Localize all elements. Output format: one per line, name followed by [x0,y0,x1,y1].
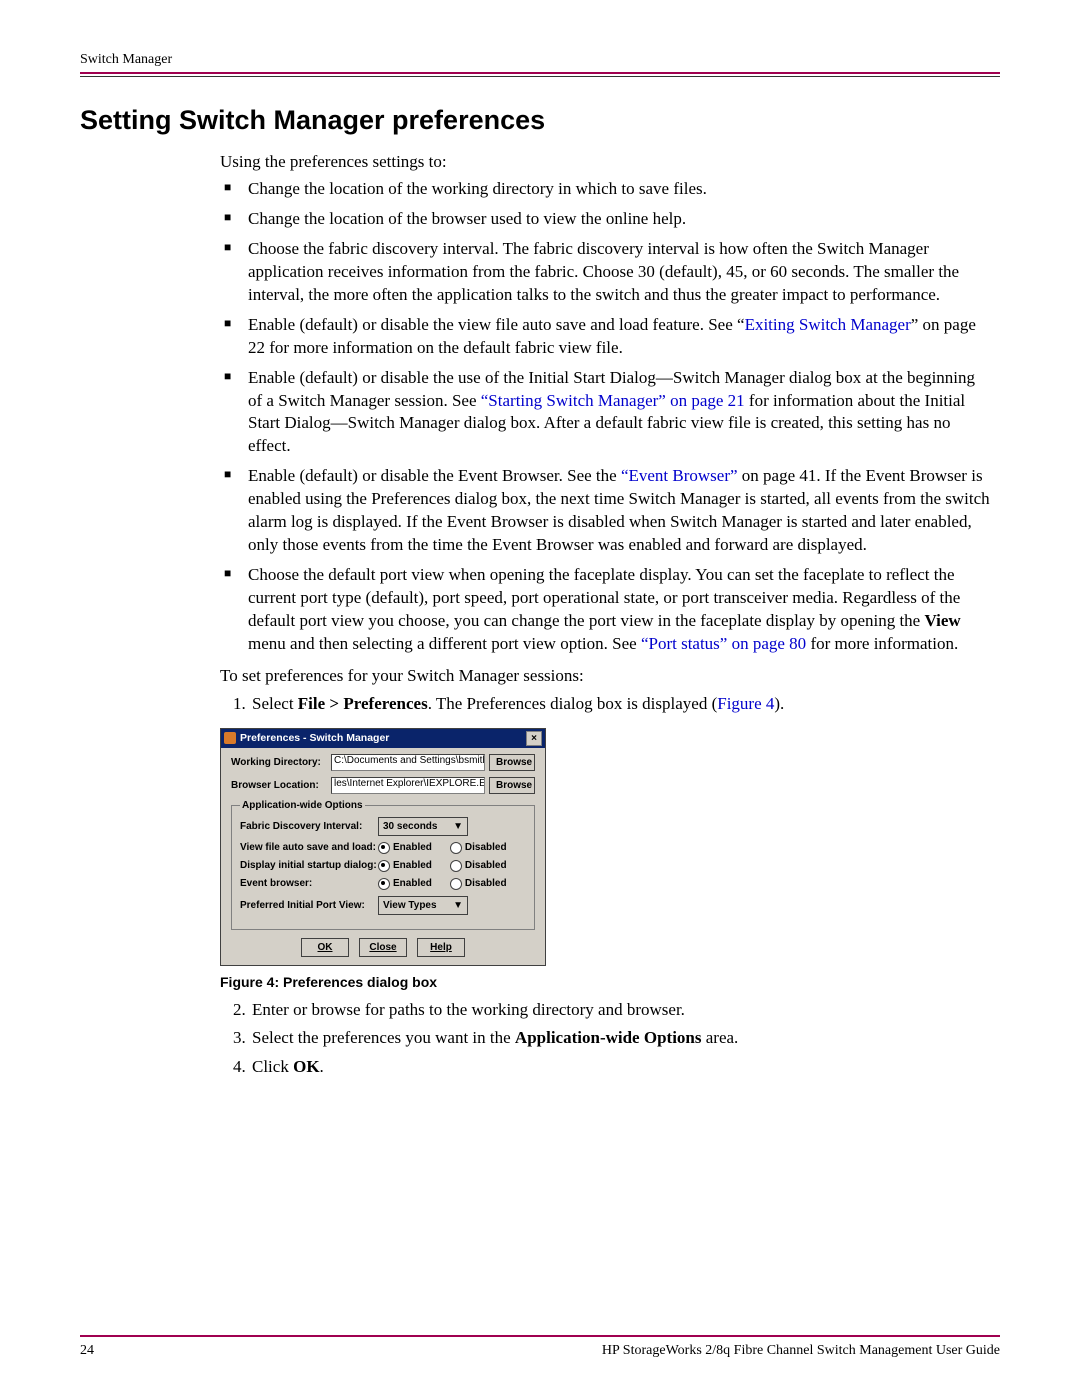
chevron-down-icon: ▼ [453,900,463,911]
dialog-figure: Preferences - Switch Manager × Working D… [220,728,990,966]
bold-text: OK [293,1057,319,1076]
dialog-titlebar: Preferences - Switch Manager × [221,729,545,748]
step-item: Click OK. [250,1055,990,1079]
bold-text: Application-wide Options [515,1028,702,1047]
java-icon [224,732,236,744]
radio-icon [378,878,390,890]
intro-text: Using the preferences settings to: [220,152,990,172]
enabled-radio[interactable]: Enabled [378,878,432,890]
preferences-dialog: Preferences - Switch Manager × Working D… [220,728,546,966]
button-label: Help [430,942,452,953]
figure-caption: Figure 4: Preferences dialog box [220,974,990,990]
working-directory-input[interactable]: C:\Documents and Settings\bsmith [331,754,485,771]
radio-label: Enabled [393,878,432,889]
xref-link[interactable]: “Event Browser” [621,466,738,485]
text: menu and then selecting a different port… [248,634,641,653]
text: area. [701,1028,738,1047]
radio-label: Disabled [465,842,507,853]
radio-icon [450,878,462,890]
enabled-radio[interactable]: Enabled [378,860,432,872]
step-item: Select File > Preferences. The Preferenc… [250,692,990,716]
text: Select the preferences you want in the [252,1028,515,1047]
group-legend: Application-wide Options [240,800,365,811]
list-item: Enable (default) or disable the use of t… [220,367,990,459]
select-value: 30 seconds [383,821,437,832]
close-icon[interactable]: × [526,731,542,746]
browse-button[interactable]: Browse [489,777,535,794]
dialog-title: Preferences - Switch Manager [240,732,389,744]
text: Enable (default) or disable the Event Br… [248,466,621,485]
steps-list: Select File > Preferences. The Preferenc… [220,692,990,716]
enabled-radio[interactable]: Enabled [378,842,432,854]
bullet-list: Change the location of the working direc… [220,178,990,656]
xref-link[interactable]: Exiting Switch Manager [745,315,911,334]
help-button[interactable]: Help [417,938,465,957]
radio-icon [378,860,390,872]
list-item: Choose the fabric discovery interval. Th… [220,238,990,307]
xref-link[interactable]: Figure 4 [717,694,774,713]
header-rule [80,72,1000,74]
close-button[interactable]: Close [359,938,407,957]
steps-list-cont: Enter or browse for paths to the working… [220,998,990,1079]
text: Choose the default port view when openin… [248,565,960,630]
text: Select [252,694,298,713]
radio-icon [378,842,390,854]
running-header: Switch Manager [80,52,1000,68]
ok-button[interactable]: OK [301,938,349,957]
button-label: Close [369,942,396,953]
step-item: Select the preferences you want in the A… [250,1026,990,1050]
list-item: Choose the default port view when openin… [220,564,990,656]
page-footer: 24 HP StorageWorks 2/8q Fibre Channel Sw… [80,1335,1000,1359]
list-item: Enable (default) or disable the view fil… [220,314,990,360]
interval-label: Fabric Discovery Interval: [240,821,378,832]
chevron-down-icon: ▼ [453,821,463,832]
list-item: Change the location of the browser used … [220,208,990,231]
disabled-radio[interactable]: Disabled [450,860,507,872]
bold-text: File > Preferences [298,694,428,713]
text: Click [252,1057,293,1076]
radio-label: Disabled [465,860,507,871]
disabled-radio[interactable]: Disabled [450,878,507,890]
interval-select[interactable]: 30 seconds ▼ [378,817,468,836]
radio-icon [450,842,462,854]
text: . [320,1057,324,1076]
text: . The Preferences dialog box is displaye… [428,694,718,713]
startup-label: Display initial startup dialog: [240,860,378,871]
doc-title: HP StorageWorks 2/8q Fibre Channel Switc… [602,1343,1000,1359]
radio-label: Enabled [393,860,432,871]
text: ). [774,694,784,713]
body-content: Using the preferences settings to: Chang… [220,152,990,1079]
autosave-label: View file auto save and load: [240,842,378,853]
eventbrowser-label: Event browser: [240,878,378,889]
working-directory-label: Working Directory: [231,757,327,768]
disabled-radio[interactable]: Disabled [450,842,507,854]
page-number: 24 [80,1343,94,1359]
text: for more information. [806,634,958,653]
list-item: Enable (default) or disable the Event Br… [220,465,990,557]
portview-label: Preferred Initial Port View: [240,900,378,911]
header-rule-thin [80,76,1000,77]
steps-intro: To set preferences for your Switch Manag… [220,666,990,686]
radio-icon [450,860,462,872]
browser-location-label: Browser Location: [231,780,327,791]
section-title: Setting Switch Manager preferences [80,105,1000,136]
text: Enable (default) or disable the view fil… [248,315,745,334]
list-item: Change the location of the working direc… [220,178,990,201]
xref-link[interactable]: “Port status” on page 80 [641,634,806,653]
portview-select[interactable]: View Types ▼ [378,896,468,915]
browse-button[interactable]: Browse [489,754,535,771]
page: Switch Manager Setting Switch Manager pr… [0,0,1080,1397]
browser-location-input[interactable]: les\Internet Explorer\IEXPLORE.EXE [331,777,485,794]
button-label: OK [318,942,333,953]
xref-link[interactable]: “Starting Switch Manager” on page 21 [481,391,745,410]
select-value: View Types [383,900,437,911]
app-wide-options-group: Application-wide Options Fabric Discover… [231,800,535,930]
bold-text: View [924,611,960,630]
radio-label: Disabled [465,878,507,889]
radio-label: Enabled [393,842,432,853]
step-item: Enter or browse for paths to the working… [250,998,990,1022]
